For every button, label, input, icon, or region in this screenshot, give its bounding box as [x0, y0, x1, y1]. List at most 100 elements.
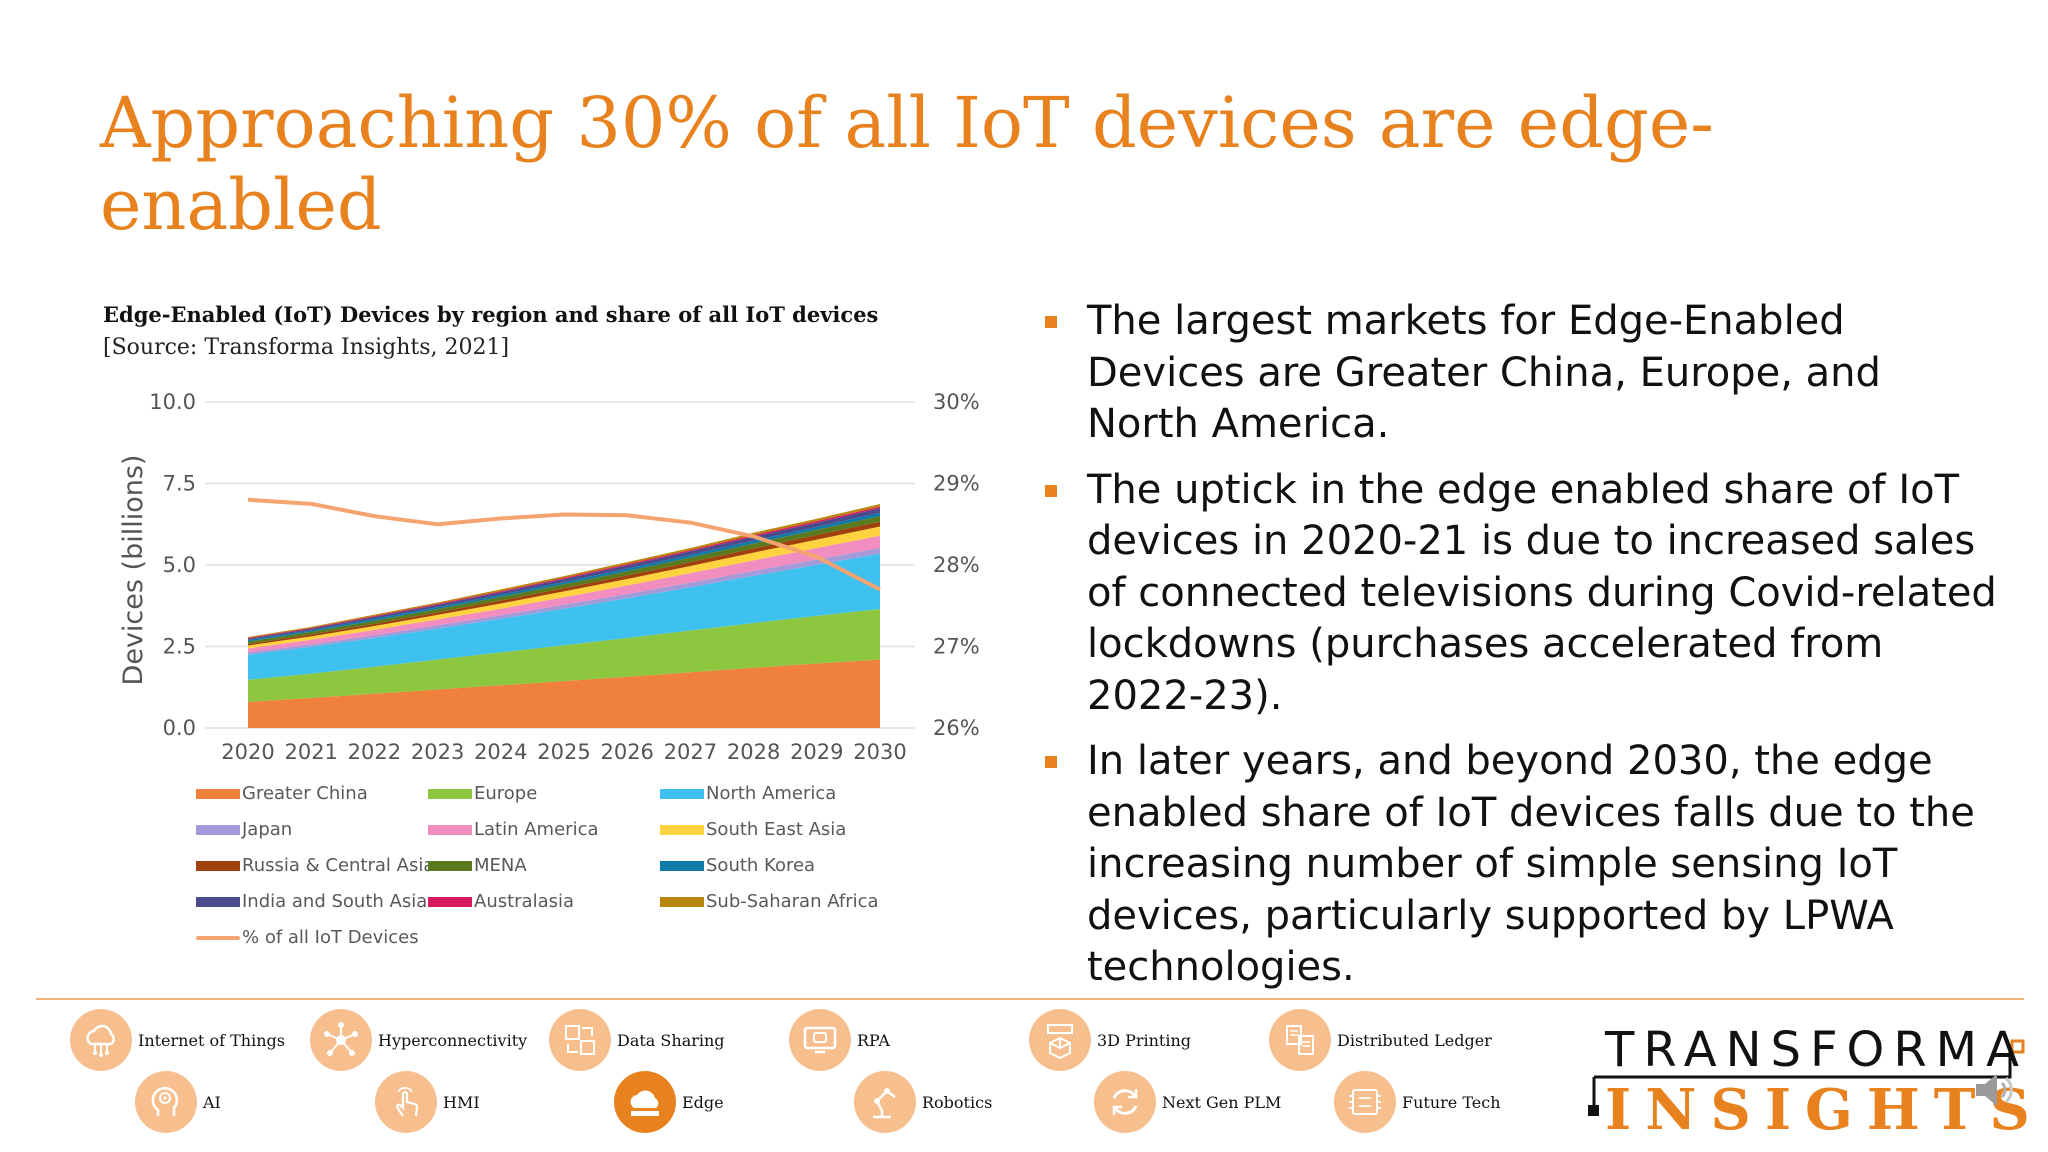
legend-swatch	[196, 896, 240, 907]
topic-label: 3D Printing	[1097, 1030, 1192, 1050]
cycle-arrows-icon	[1094, 1071, 1156, 1133]
legend-label: Australasia	[474, 891, 575, 912]
legend-item: Russia & Central Asia	[196, 854, 434, 877]
legend-label: Greater China	[242, 783, 368, 804]
cube-printer-icon	[1029, 1009, 1091, 1071]
stacked-area-chart: 0.0 2.5 5.0 7.5 10.0 26% 27% 28% 29% 30% 2020 202…	[118, 390, 980, 764]
y2-tick-label: 29%	[933, 472, 980, 496]
topic-label: Distributed Ledger	[1337, 1030, 1492, 1050]
y-axis-label: Devices (billions)	[118, 455, 149, 686]
legend-label: % of all IoT Devices	[242, 927, 419, 948]
area-series-latin-america	[248, 535, 880, 653]
legend-label: South Korea	[706, 855, 816, 876]
legend-swatch	[428, 896, 472, 907]
footer-divider	[36, 998, 2024, 1000]
bullet-square-icon	[1045, 756, 1057, 768]
legend-item: South East Asia	[660, 818, 892, 841]
cloud-network-icon	[70, 1009, 132, 1071]
x-tick-label: 2024	[474, 740, 527, 764]
legend-swatch	[428, 860, 472, 871]
topic-internet-of-things[interactable]: Internet of Things	[70, 1009, 285, 1071]
topic-edge[interactable]: Edge	[614, 1071, 724, 1133]
topic-label: RPA	[857, 1030, 890, 1050]
topic-future-tech[interactable]: Future Tech	[1334, 1071, 1501, 1133]
legend-swatch	[660, 788, 704, 799]
area-series-europe	[248, 609, 880, 702]
legend-swatch	[428, 824, 472, 835]
topic-data-sharing[interactable]: Data Sharing	[549, 1009, 725, 1071]
slide-title: Approaching 30% of all IoT devices are e…	[100, 82, 1714, 246]
x-tick-label: 2022	[348, 740, 401, 764]
topic-label: Future Tech	[1402, 1092, 1501, 1112]
legend-item: Japan	[196, 818, 428, 841]
x-tick-label: 2025	[537, 740, 590, 764]
chart-heading: Edge-Enabled (IoT) Devices by region and…	[103, 302, 879, 327]
speaker-icon[interactable]	[1972, 1068, 2016, 1112]
legend-label: MENA	[474, 855, 527, 876]
legend-swatch	[196, 788, 240, 799]
topic-3d-printing[interactable]: 3D Printing	[1029, 1009, 1191, 1071]
logo-wordmark-bottom: INSIGHTS	[1605, 1077, 2044, 1143]
x-tick-label: 2027	[664, 740, 717, 764]
chart-legend: Greater China Europe North America Japan Lat…	[196, 782, 956, 949]
hub-network-icon	[310, 1009, 372, 1071]
legend-item: Australasia	[428, 890, 660, 913]
topic-label: AI	[203, 1092, 221, 1112]
legend-label: Russia & Central Asia	[242, 855, 435, 876]
legend-swatch	[660, 824, 704, 835]
bullet-item: The uptick in the edge enabled share of …	[1042, 465, 2002, 723]
legend-label: Japan	[242, 819, 293, 840]
legend-item: South Korea	[660, 854, 892, 877]
bullet-text: The uptick in the edge enabled share of …	[1087, 466, 1997, 719]
legend-label: Europe	[474, 783, 538, 804]
y-tick-label: 2.5	[163, 635, 196, 659]
topic-hmi[interactable]: HMI	[375, 1071, 480, 1133]
circuit-board-icon	[1334, 1071, 1396, 1133]
y-tick-label: 10.0	[149, 390, 196, 414]
x-tick-label: 2023	[411, 740, 464, 764]
legend-item: North America	[660, 782, 892, 805]
topic-next-gen-plm[interactable]: Next Gen PLM	[1094, 1071, 1281, 1133]
logo-wordmark-top: TRANSFORMA	[1605, 1022, 2028, 1078]
topic-label: Internet of Things	[138, 1030, 285, 1050]
chart-source: [Source: Transforma Insights, 2021]	[103, 335, 510, 360]
ledger-icon	[1269, 1009, 1331, 1071]
x-tick-label: 2030	[853, 740, 906, 764]
topic-robotics[interactable]: Robotics	[854, 1071, 992, 1133]
legend-label: North America	[706, 783, 837, 804]
legend-item: Latin America	[428, 818, 660, 841]
legend-swatch	[196, 824, 240, 835]
y2-tick-label: 30%	[933, 390, 980, 414]
topic-label: Edge	[682, 1092, 724, 1112]
topic-hyperconnectivity[interactable]: Hyperconnectivity	[310, 1009, 527, 1071]
robot-arm-icon	[854, 1071, 916, 1133]
legend-item: % of all IoT Devices	[196, 926, 428, 949]
y2-tick-label: 26%	[933, 716, 980, 740]
y2-tick-label: 28%	[933, 553, 980, 577]
legend-item: Sub-Saharan Africa	[660, 890, 892, 913]
topic-distributed-ledger[interactable]: Distributed Ledger	[1269, 1009, 1492, 1071]
y-tick-label: 5.0	[163, 553, 196, 577]
bullet-square-icon	[1045, 316, 1057, 328]
topic-label: HMI	[443, 1092, 480, 1112]
legend-item: India and South Asia	[196, 890, 428, 913]
bullet-text: The largest markets for Edge-Enabled Dev…	[1087, 298, 1881, 447]
brain-head-icon	[135, 1071, 197, 1133]
legend-swatch	[660, 896, 704, 907]
topic-label: Next Gen PLM	[1162, 1092, 1282, 1112]
topic-rpa[interactable]: RPA	[789, 1009, 890, 1071]
area-series-greater-china	[248, 659, 880, 728]
line-series-iot-share	[247, 497, 881, 592]
area-series-north-america	[248, 553, 880, 680]
monitor-robot-icon	[789, 1009, 851, 1071]
bullet-square-icon	[1045, 484, 1057, 497]
legend-label: South East Asia	[706, 819, 847, 840]
topic-label: Robotics	[922, 1092, 993, 1112]
topic-ai[interactable]: AI	[135, 1071, 221, 1133]
x-tick-label: 2029	[790, 740, 843, 764]
x-tick-label: 2028	[727, 740, 780, 764]
legend-item: Greater China	[196, 782, 428, 805]
data-sharing-icon	[549, 1009, 611, 1071]
legend-swatch	[660, 860, 704, 871]
y-tick-label: 0.0	[163, 716, 196, 740]
